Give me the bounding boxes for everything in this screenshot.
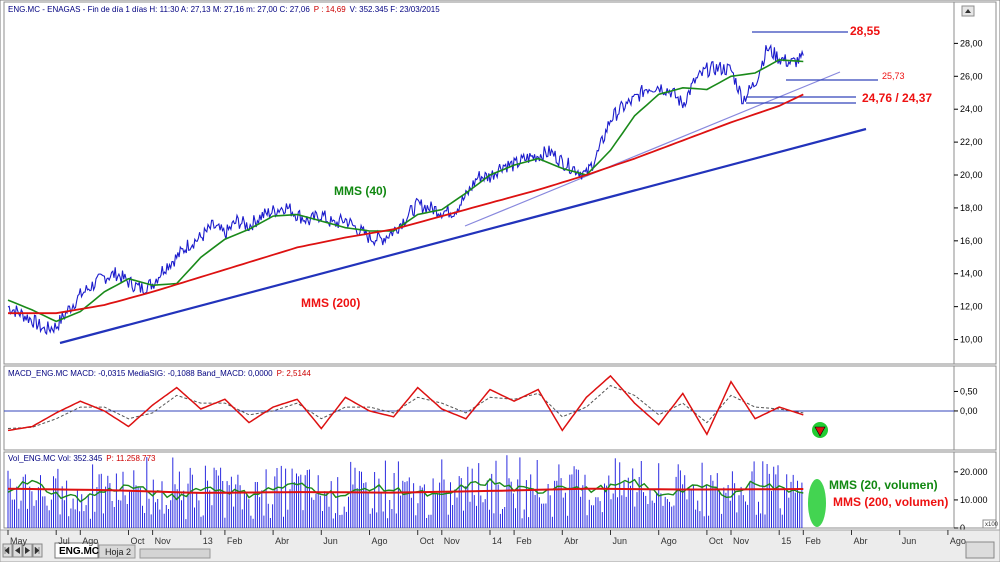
price-y-ticks: 28,00 26,00 24,00 22,00 20,00 18,00 16,00 14,00… — [954, 38, 983, 345]
x-tick-label: Nov — [444, 536, 461, 546]
x-tick-label: Ago — [372, 536, 388, 546]
horizontal-scrollbar[interactable] — [139, 548, 211, 559]
x-tick-label: Oct — [131, 536, 146, 546]
volume-y-tick-label: 10.000 — [960, 495, 988, 505]
price-y-tick-label: 14,00 — [960, 269, 983, 279]
x-tick-label: Abr — [854, 536, 868, 546]
volume-y-tick-label: 0 — [960, 523, 965, 533]
x-tick-label: 14 — [492, 536, 502, 546]
x-tick-label: Feb — [516, 536, 532, 546]
arrow-up-icon — [965, 9, 971, 13]
mms200-series[interactable] — [8, 93, 804, 315]
tab-eng-mc-label: ENG.MC — [59, 546, 99, 557]
price-series[interactable] — [7, 43, 804, 336]
macd-panel[interactable] — [3, 365, 955, 451]
price-y-tick-label: 18,00 — [960, 203, 983, 213]
prev-icon — [15, 547, 20, 554]
x-tick-label: Jun — [323, 536, 338, 546]
annot-vol200: MMS (200, volumen) — [833, 495, 948, 509]
macd-y-axis — [953, 365, 997, 451]
price-y-tick-label: 10,00 — [960, 335, 983, 345]
annot-mms200: MMS (200) — [301, 296, 360, 310]
x-tick-label: Jun — [613, 536, 628, 546]
price-y-tick-label: 20,00 — [960, 170, 983, 180]
x-tick-label: Abr — [275, 536, 289, 546]
mms40-series[interactable] — [7, 58, 804, 323]
x-tick-label: May — [10, 536, 28, 546]
volume-y-axis — [953, 451, 997, 529]
x-tick-label: Nov — [733, 536, 750, 546]
price-y-tick-label: 28,00 — [960, 38, 983, 48]
price-y-tick-label: 16,00 — [960, 236, 983, 246]
annot-level-low: 24,76 / 24,37 — [862, 91, 932, 105]
x-tick-label: Feb — [227, 536, 243, 546]
price-y-axis — [953, 1, 997, 365]
trendline-secondary[interactable] — [464, 71, 841, 227]
macd-series[interactable] — [7, 374, 804, 436]
x-tick-label: Feb — [805, 536, 821, 546]
x-tick-label: 15 — [781, 536, 791, 546]
volume-y-tick-label: 20.000 — [960, 467, 988, 477]
first-icon — [4, 546, 10, 555]
price-y-tick-label: 22,00 — [960, 137, 983, 147]
vol200-series[interactable] — [7, 487, 804, 494]
macd-header: MACD_ENG.MC MACD: -0,0315 MediaSIG: -0,1… — [8, 369, 311, 378]
x-axis-ticks: May Jul Ago Oct Nov 13 Feb Abr Jun Ago Oct Nov 14 Feb… — [7, 530, 966, 546]
macd-y-tick-label: 0,50 — [960, 386, 978, 396]
annot-mms40: MMS (40) — [334, 184, 387, 198]
zoom-control[interactable] — [965, 541, 995, 559]
x-tick-label: Oct — [709, 536, 724, 546]
x-tick-label: Jun — [902, 536, 917, 546]
x-tick-label: 13 — [203, 536, 213, 546]
volume-y-ticks: 20.000 10.000 0 — [954, 467, 988, 533]
x-tick-label: Jul — [58, 536, 70, 546]
price-y-tick-label: 26,00 — [960, 71, 983, 81]
vol20-series[interactable] — [7, 477, 804, 503]
x-tick-label: Ago — [661, 536, 677, 546]
sheet-nav — [2, 543, 43, 558]
annot-level-mid: 25,73 — [882, 71, 905, 81]
tab-hoja-2-label: Hoja 2 — [105, 547, 131, 557]
annot-vol20: MMS (20, volumen) — [829, 478, 938, 492]
price-y-tick-label: 24,00 — [960, 104, 983, 114]
tab-eng-mc[interactable] — [54, 542, 99, 559]
price-header: ENG.MC - ENAGAS - Fin de día 1 días H: 1… — [8, 5, 440, 14]
x-tick-label: Nov — [155, 536, 172, 546]
annot-resistance: 28,55 — [850, 24, 880, 38]
macd-y-tick-label: 0,00 — [960, 406, 978, 416]
down-arrow-icon — [814, 426, 826, 437]
volume-scale-text: x100 — [985, 522, 999, 528]
price-y-tick-label: 12,00 — [960, 302, 983, 312]
x-tick-label: Ago — [950, 536, 966, 546]
x-tick-label: Oct — [420, 536, 435, 546]
macd-y-ticks: 0,50 0,00 — [954, 386, 978, 416]
last-icon — [34, 546, 40, 555]
volume-scale-badge — [982, 519, 997, 529]
tab-hoja-2[interactable] — [98, 544, 136, 559]
trendline-main[interactable] — [59, 127, 867, 345]
volume-header: Vol_ENG.MC Vol: 352.345 P: 11.258.773 — [8, 454, 156, 463]
x-tick-label: Ago — [82, 536, 98, 546]
x-tick-label: Abr — [564, 536, 578, 546]
next-icon — [25, 547, 30, 554]
volume-highlight — [808, 479, 826, 527]
